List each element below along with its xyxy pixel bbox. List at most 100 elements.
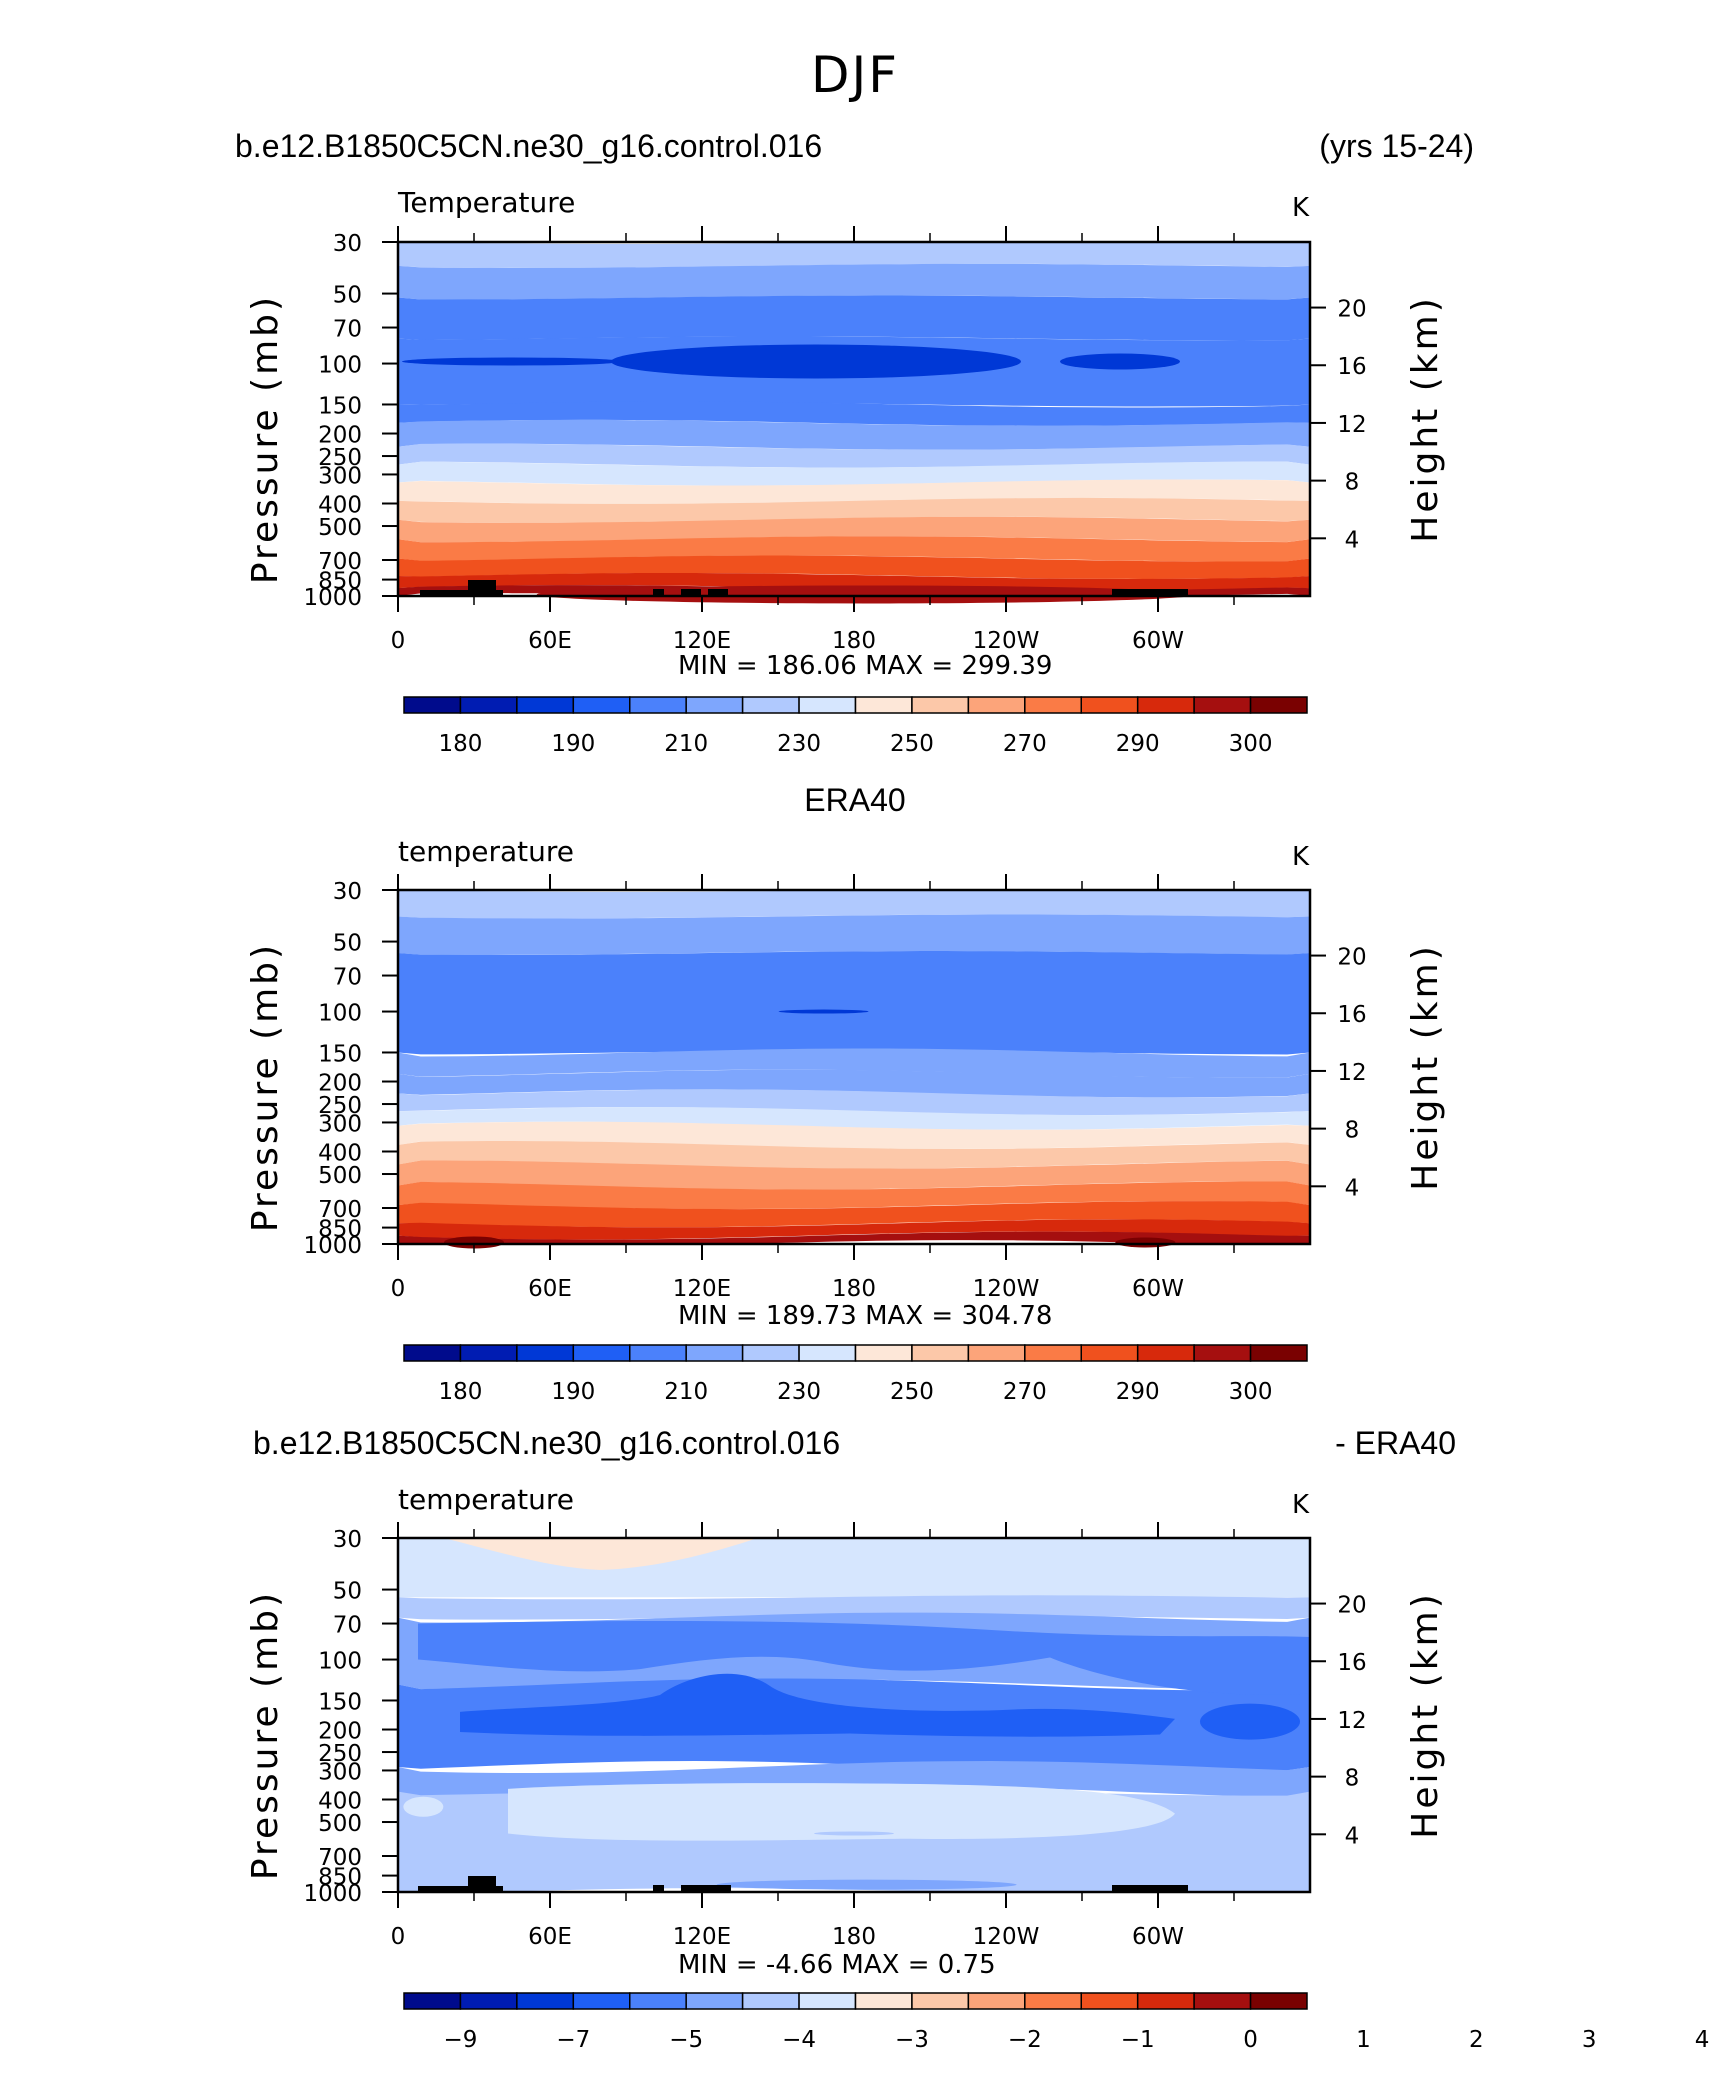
panel3-ylabel-5: 200 xyxy=(318,1719,362,1745)
panel2-ylabel-2: 70 xyxy=(333,965,362,991)
panel3-colorbar-box-10 xyxy=(967,1992,1026,2010)
panel1-colorbar-box-10 xyxy=(967,696,1026,714)
panel3-ylabel-8: 400 xyxy=(318,1788,362,1814)
panel2-colorbar-box-1 xyxy=(459,1344,518,1362)
panel3-colorbar-box-6 xyxy=(741,1992,800,2010)
panel3-ytitle-right: Height (km) xyxy=(1405,1591,1446,1838)
panel2-colorbar-box-13 xyxy=(1136,1344,1195,1362)
panel2-colorbar-box-5 xyxy=(685,1344,744,1362)
panel1-ylabel-right-0: 20 xyxy=(1337,297,1366,323)
panel3-ylabel-7: 300 xyxy=(318,1759,362,1785)
panel2-ylabel-3: 100 xyxy=(318,1001,362,1027)
panel1-xlabel-0: 0 xyxy=(391,628,406,654)
panel1-band-13 xyxy=(398,573,1310,592)
panel1-band-10 xyxy=(398,516,1310,543)
panel1-ylabel-3: 100 xyxy=(318,353,362,379)
panel1-colorbar-label-3: 230 xyxy=(777,731,821,757)
panel1-xlabel-1: 60E xyxy=(528,628,572,654)
panel1-ylabel-5: 200 xyxy=(318,423,362,449)
panel3-ylabel-10: 700 xyxy=(318,1845,362,1871)
panel3-ylabel-4: 150 xyxy=(318,1689,362,1715)
panel1-ylabel-right-1: 16 xyxy=(1337,354,1366,380)
panel2-band-12 xyxy=(398,1219,1310,1240)
panel3-colorbar-label-11: 4 xyxy=(1695,2027,1710,2053)
panel3-light-patch xyxy=(403,1796,444,1817)
panel2-band-10 xyxy=(398,1181,1310,1210)
panel1-band-5 xyxy=(398,419,1310,450)
panel2-ylabel-right-2: 12 xyxy=(1337,1060,1366,1086)
panel3-xlabel-5: 60W xyxy=(1132,1924,1184,1950)
panel1-cold-core-east xyxy=(402,357,622,366)
panel1-colorbar-box-1 xyxy=(459,696,518,714)
figure-title: DJF xyxy=(810,46,899,104)
panel1-minmax-label: MIN = 186.06 MAX = 299.39 xyxy=(678,651,1053,681)
panel1-colorbar-label-1: 190 xyxy=(551,731,595,757)
panel1-terrain-1 xyxy=(468,580,496,596)
panel1-band-4 xyxy=(398,401,1310,426)
panel2-colorbar-box-2 xyxy=(516,1344,575,1362)
panel3-colorbar-label-7: 0 xyxy=(1243,2027,1258,2053)
panel2-colorbar-box-12 xyxy=(1080,1344,1139,1362)
panel3-ylabel-2: 70 xyxy=(333,1613,362,1639)
panel3-colorbar-label-10: 3 xyxy=(1582,2027,1597,2053)
panel3-xlabel-4: 120W xyxy=(973,1924,1040,1950)
panel2-band-4 xyxy=(398,1069,1310,1098)
panel1-colorbar-label-2: 210 xyxy=(664,731,708,757)
panel1-cold-core xyxy=(611,344,1021,379)
panel3-ylabel-right-2: 12 xyxy=(1337,1708,1366,1734)
panel2-colorbar-label-4: 250 xyxy=(890,1379,934,1405)
panel1-ylabel-right-4: 4 xyxy=(1345,527,1360,553)
panel1-colorbar-box-0 xyxy=(403,696,462,714)
panel1-terrain-0 xyxy=(420,590,503,596)
panel2-colorbar-box-9 xyxy=(911,1344,970,1362)
panel2-ytitle-right: Height (km) xyxy=(1405,943,1446,1190)
panel2-ylabel-12: 1000 xyxy=(303,1233,362,1259)
panel1-ylabel-11: 850 xyxy=(318,569,362,595)
panel3-xlabel-1: 60E xyxy=(528,1924,572,1950)
panel2-variable-label: temperature xyxy=(398,835,574,868)
panel2-colorbar-label-7: 300 xyxy=(1229,1379,1273,1405)
panel1-cold-core-west xyxy=(1060,353,1180,370)
panel3-ylabel-right-1: 16 xyxy=(1337,1650,1366,1676)
panel3-colorbar-box-14 xyxy=(1193,1992,1252,2010)
panel2-band-9 xyxy=(398,1160,1310,1190)
panel2-xlabel-4: 120W xyxy=(973,1276,1040,1302)
panel3-terrain-2 xyxy=(653,1885,664,1892)
panel3-warm-cap xyxy=(443,1538,758,1570)
panel1-colorbar-box-5 xyxy=(685,696,744,714)
panel2-colorbar-box-4 xyxy=(629,1344,687,1362)
panel1-ylabel-0: 30 xyxy=(333,231,362,257)
panel3-xlabel-2: 120E xyxy=(673,1924,731,1950)
panel2-band-2 xyxy=(398,951,1310,1055)
panel2-minmax-label: MIN = 189.73 MAX = 304.78 xyxy=(678,1301,1053,1331)
panel2-band-3 xyxy=(398,1048,1310,1078)
panel1-colorbar-box-11 xyxy=(1024,696,1082,714)
panel1-ylabel-right-2: 12 xyxy=(1337,412,1366,438)
panel1-band-1 xyxy=(398,263,1310,300)
panel2-ylabel-0: 30 xyxy=(333,879,362,905)
panel2-band-0 xyxy=(398,890,1310,919)
panel1-colorbar-label-6: 290 xyxy=(1116,731,1160,757)
panel1-colorbar-box-12 xyxy=(1080,696,1139,714)
panel3-terrain-3 xyxy=(681,1885,731,1892)
panel3-colorbar-box-7 xyxy=(798,1992,857,2010)
panel1-band-0 xyxy=(398,242,1310,268)
panel2-colorbar-box-11 xyxy=(1024,1344,1082,1362)
panel3-ylabel-12: 1000 xyxy=(303,1881,362,1907)
panel1-colorbar-box-13 xyxy=(1136,696,1195,714)
panel2-warm-surface-west xyxy=(1115,1237,1176,1248)
panel2-colorbar-box-7 xyxy=(798,1344,857,1362)
panel3-ylabel-9: 500 xyxy=(318,1811,362,1837)
panel2-ylabel-right-1: 16 xyxy=(1337,1002,1366,1028)
panel2-colorbar-label-1: 190 xyxy=(551,1379,595,1405)
panel1-colorbar-box-4 xyxy=(629,696,687,714)
panel2-band-6 xyxy=(398,1107,1310,1130)
panel2-xlabel-5: 60W xyxy=(1132,1276,1184,1302)
panel1-xlabel-5: 60W xyxy=(1132,628,1184,654)
panel2-ylabel-4: 150 xyxy=(318,1041,362,1067)
panel3-units-label: K xyxy=(1292,1490,1310,1520)
panel2-ylabel-6: 250 xyxy=(318,1093,362,1119)
panel3-colorbar-label-8: 1 xyxy=(1356,2027,1371,2053)
panel1-ytitle-right: Height (km) xyxy=(1405,295,1446,542)
panel1-colorbar-box-2 xyxy=(516,696,575,714)
